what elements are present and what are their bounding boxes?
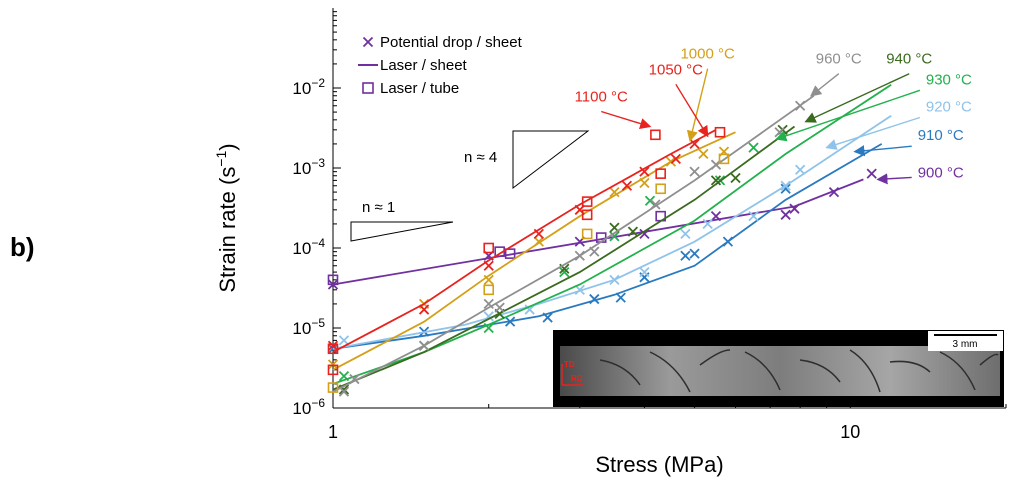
square-marker-1050-c bbox=[716, 128, 725, 137]
x-marker-900-c bbox=[790, 204, 799, 213]
x-marker-1000-c bbox=[699, 149, 708, 158]
td-label: TD bbox=[564, 360, 575, 369]
x-marker-960-c bbox=[575, 251, 584, 260]
scale-bar-label: 3 mm bbox=[953, 339, 978, 350]
x-marker-920-c bbox=[681, 229, 690, 238]
legend: Potential drop / sheet Laser / sheet Laser… bbox=[358, 34, 523, 97]
series-1100-c bbox=[651, 130, 660, 139]
temp-label-1000-c: 1000 °C bbox=[680, 46, 735, 63]
legend-label-potential-drop-sheet: Potential drop / sheet bbox=[380, 34, 523, 51]
x-marker-920-c bbox=[610, 275, 619, 284]
x-marker-960-c bbox=[775, 128, 784, 137]
x-marker-930-c bbox=[749, 143, 758, 152]
legend-label-laser-tube: Laser / tube bbox=[380, 80, 459, 97]
y-axis-title: Strain rate (s−1) bbox=[213, 143, 240, 292]
fit-line-910-c bbox=[333, 144, 882, 349]
series-910-c bbox=[329, 144, 882, 353]
x-marker-1050-c bbox=[484, 261, 493, 270]
temp-label-960-c: 960 °C bbox=[816, 51, 862, 68]
series-920-c bbox=[333, 116, 891, 349]
rd-label: RD bbox=[571, 374, 583, 383]
y-tick-label: 10−4 bbox=[292, 236, 325, 258]
x-tick-label: 10 bbox=[840, 422, 860, 442]
x-marker-920-c bbox=[640, 268, 649, 277]
slope-triangle-n4 bbox=[513, 131, 588, 188]
square-marker-1000-c bbox=[484, 285, 493, 294]
label-arrow-900-c bbox=[878, 177, 912, 179]
x-marker-940-c bbox=[731, 173, 740, 182]
temp-label-930-c: 930 °C bbox=[926, 71, 972, 88]
x-marker-930-c bbox=[645, 196, 654, 205]
x-marker-1050-c bbox=[534, 229, 543, 238]
temp-label-910-c: 910 °C bbox=[918, 127, 964, 144]
x-marker-910-c bbox=[690, 249, 699, 258]
x-marker-910-c bbox=[616, 293, 625, 302]
label-arrow-1100-c bbox=[601, 112, 650, 127]
label-arrow-1050-c bbox=[676, 84, 708, 136]
x-axis-title: Stress (MPa) bbox=[595, 452, 723, 477]
slope-triangles: n ≈ 1 n ≈ 4 bbox=[351, 131, 588, 241]
y-tick-label: 10−2 bbox=[292, 76, 325, 98]
square-marker-1100-c bbox=[651, 130, 660, 139]
x-marker-900-c bbox=[867, 169, 876, 178]
legend-label-laser-sheet: Laser / sheet bbox=[380, 57, 468, 74]
square-marker-1000-c bbox=[656, 184, 665, 193]
temp-label-900-c: 900 °C bbox=[918, 164, 964, 181]
temp-label-1100-c: 1100 °C bbox=[575, 89, 628, 106]
slope-label-n4: n ≈ 4 bbox=[464, 149, 497, 166]
x-marker-920-c bbox=[796, 165, 805, 174]
x-marker-910-c bbox=[723, 237, 732, 246]
label-arrow-1000-c bbox=[690, 69, 708, 141]
legend-symbol-laser-tube bbox=[363, 83, 373, 93]
temperature-labels: 900 °C 910 °C 920 °C 930 °C 940 °C 960 °C 1000… bbox=[575, 46, 972, 182]
x-marker-960-c bbox=[590, 247, 599, 256]
x-marker-900-c bbox=[781, 210, 790, 219]
axis-text: 1 10 10−6 10−5 10−4 10−3 10−2 Stress (MPa) Strai… bbox=[213, 76, 860, 477]
temp-label-920-c: 920 °C bbox=[926, 99, 972, 116]
x-marker-960-c bbox=[420, 341, 429, 350]
slope-triangle-n1 bbox=[351, 222, 453, 241]
x-marker-1050-c bbox=[420, 305, 429, 314]
label-arrow-920-c bbox=[827, 118, 920, 148]
x-tick-label: 1 bbox=[328, 422, 338, 442]
fit-line-920-c bbox=[333, 116, 891, 349]
x-marker-920-c bbox=[339, 336, 348, 345]
micrograph-inset: 3 mm TD RD bbox=[553, 330, 1004, 407]
y-tick-label: 10−5 bbox=[292, 316, 325, 338]
slope-label-n1: n ≈ 1 bbox=[362, 199, 395, 216]
label-arrow-940-c bbox=[806, 74, 910, 122]
legend-symbol-potential-drop-sheet bbox=[364, 38, 373, 47]
x-marker-910-c bbox=[681, 251, 690, 260]
label-arrow-930-c bbox=[776, 90, 919, 139]
x-marker-960-c bbox=[796, 101, 805, 110]
y-tick-label: 10−3 bbox=[292, 156, 325, 178]
label-arrow-960-c bbox=[811, 74, 839, 96]
x-marker-940-c bbox=[628, 227, 637, 236]
x-marker-1000-c bbox=[640, 178, 649, 187]
label-arrow-910-c bbox=[855, 146, 912, 151]
y-tick-label: 10−6 bbox=[292, 396, 325, 418]
square-marker-1050-c bbox=[484, 244, 493, 253]
x-marker-960-c bbox=[495, 303, 504, 312]
temp-label-940-c: 940 °C bbox=[886, 51, 932, 68]
temp-label-1050-c: 1050 °C bbox=[649, 61, 704, 78]
x-marker-960-c bbox=[690, 167, 699, 176]
